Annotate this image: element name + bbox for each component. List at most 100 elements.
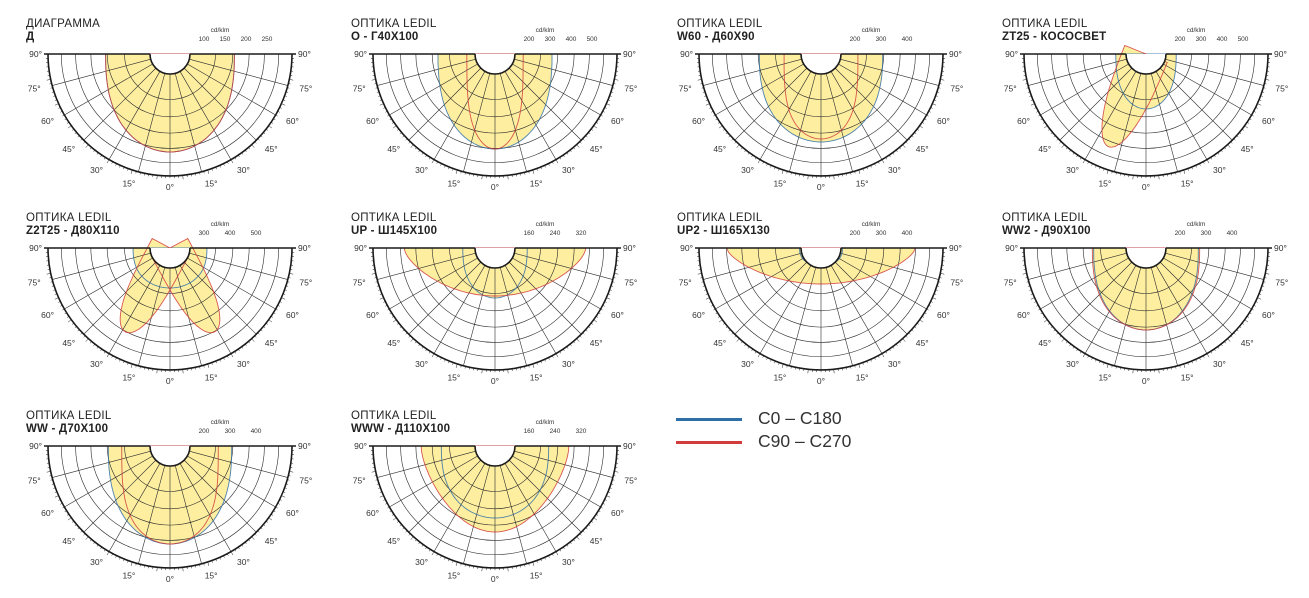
- arc-tick: [606, 104, 610, 106]
- angle-label: 15°: [1098, 372, 1111, 382]
- angle-label: 30°: [415, 359, 428, 369]
- grid-ray: [1165, 59, 1264, 85]
- intensity-tick: 250: [262, 36, 273, 43]
- angle-label: 75°: [624, 84, 637, 94]
- intensity-unit: cd/klm: [862, 221, 881, 228]
- intensity-tick: 400: [902, 230, 913, 237]
- angle-label: 0°: [1142, 182, 1150, 192]
- arc-tick: [1031, 298, 1035, 300]
- arc-tick: [1083, 354, 1085, 357]
- arc-tick: [281, 104, 285, 106]
- angle-label: 45°: [62, 144, 75, 154]
- arc-tick: [1228, 339, 1231, 342]
- angle-label: 75°: [299, 278, 312, 288]
- arc-tick: [432, 160, 434, 163]
- legend-item-c90: C90 – C270: [676, 431, 936, 453]
- angle-label: 60°: [937, 310, 950, 320]
- polar-chart: 90°75°60°45°30°15°0°15°30°45°60°75°90°cd…: [349, 14, 649, 206]
- angle-label: 60°: [41, 116, 54, 126]
- polar-chart: 90°75°60°45°30°15°0°15°30°45°60°75°90°cd…: [24, 14, 324, 206]
- angle-label: 60°: [692, 310, 705, 320]
- intensity-unit: cd/klm: [1187, 27, 1206, 34]
- intensity-tick: 100: [199, 36, 210, 43]
- angle-label: 15°: [447, 372, 460, 382]
- arc-tick: [903, 145, 906, 148]
- arc-tick: [231, 160, 233, 163]
- angle-label: 45°: [1038, 338, 1051, 348]
- intensity-tick: 300: [1201, 230, 1212, 237]
- angle-label: 75°: [679, 278, 692, 288]
- arc-tick: [380, 104, 384, 106]
- intensity-tick: 200: [850, 36, 861, 43]
- arc-tick: [252, 339, 255, 342]
- legend-label-c90: C90 – C270: [758, 431, 851, 452]
- intensity-tick: 500: [587, 36, 598, 43]
- arc-tick: [269, 320, 272, 322]
- angle-label: 30°: [888, 165, 901, 175]
- angle-label: 75°: [679, 84, 692, 94]
- arc-tick: [737, 339, 740, 342]
- arc-tick: [107, 552, 109, 555]
- arc-tick: [107, 160, 109, 163]
- arc-tick: [1245, 126, 1248, 128]
- intensity-tick: 500: [1238, 36, 1249, 43]
- intensity-unit: cd/klm: [1187, 221, 1206, 228]
- angle-label: 60°: [41, 310, 54, 320]
- legend-swatch-c0: [676, 418, 742, 421]
- arc-tick: [281, 496, 285, 498]
- angle-label: 60°: [1017, 116, 1030, 126]
- arc-tick: [281, 298, 285, 300]
- angle-label: 75°: [950, 278, 963, 288]
- intensity-tick: 320: [576, 230, 587, 237]
- arc-tick: [577, 145, 580, 148]
- arc-tick: [68, 320, 71, 322]
- intensity-tick: 160: [524, 230, 535, 237]
- angle-label: 45°: [62, 536, 75, 546]
- angle-label: 0°: [166, 376, 174, 386]
- arc-tick: [556, 160, 558, 163]
- polar-chart: 90°75°60°45°30°15°0°15°30°45°60°75°90°cd…: [1000, 14, 1300, 206]
- angle-label: 45°: [590, 536, 603, 546]
- arc-tick: [1031, 104, 1035, 106]
- polar-chart: 90°75°60°45°30°15°0°15°30°45°60°75°90°cd…: [675, 14, 975, 206]
- arc-tick: [577, 339, 580, 342]
- angle-label: 90°: [1005, 49, 1018, 59]
- polar-chart: 90°75°60°45°30°15°0°15°30°45°60°75°90°cd…: [349, 406, 649, 598]
- intensity-tick: 400: [225, 230, 236, 237]
- intensity-unit: cd/klm: [536, 419, 555, 426]
- grid-ray: [1160, 68, 1232, 140]
- arc-tick: [606, 496, 610, 498]
- angle-label: 15°: [122, 178, 135, 188]
- angle-label: 30°: [90, 557, 103, 567]
- angle-label: 60°: [692, 116, 705, 126]
- arc-tick: [1062, 145, 1065, 148]
- angle-label: 90°: [298, 243, 311, 253]
- angle-label: 90°: [354, 49, 367, 59]
- angle-label: 90°: [1274, 49, 1287, 59]
- angle-label: 75°: [299, 476, 312, 486]
- angle-label: 30°: [741, 165, 754, 175]
- angle-label: 45°: [387, 338, 400, 348]
- angle-label: 0°: [817, 376, 825, 386]
- angle-label: 15°: [205, 372, 218, 382]
- angle-label: 90°: [354, 441, 367, 451]
- intensity-unit: cd/klm: [536, 27, 555, 34]
- angle-label: 60°: [937, 116, 950, 126]
- arc-tick: [1083, 160, 1085, 163]
- arc-tick: [1245, 320, 1248, 322]
- angle-label: 75°: [1275, 84, 1288, 94]
- angle-label: 30°: [415, 165, 428, 175]
- angle-label: 45°: [265, 536, 278, 546]
- arc-tick: [903, 339, 906, 342]
- angle-label: 75°: [28, 84, 41, 94]
- angle-label: 75°: [624, 476, 637, 486]
- arc-tick: [231, 354, 233, 357]
- intensity-unit: cd/klm: [211, 27, 230, 34]
- angle-label: 30°: [237, 165, 250, 175]
- arc-tick: [55, 104, 59, 106]
